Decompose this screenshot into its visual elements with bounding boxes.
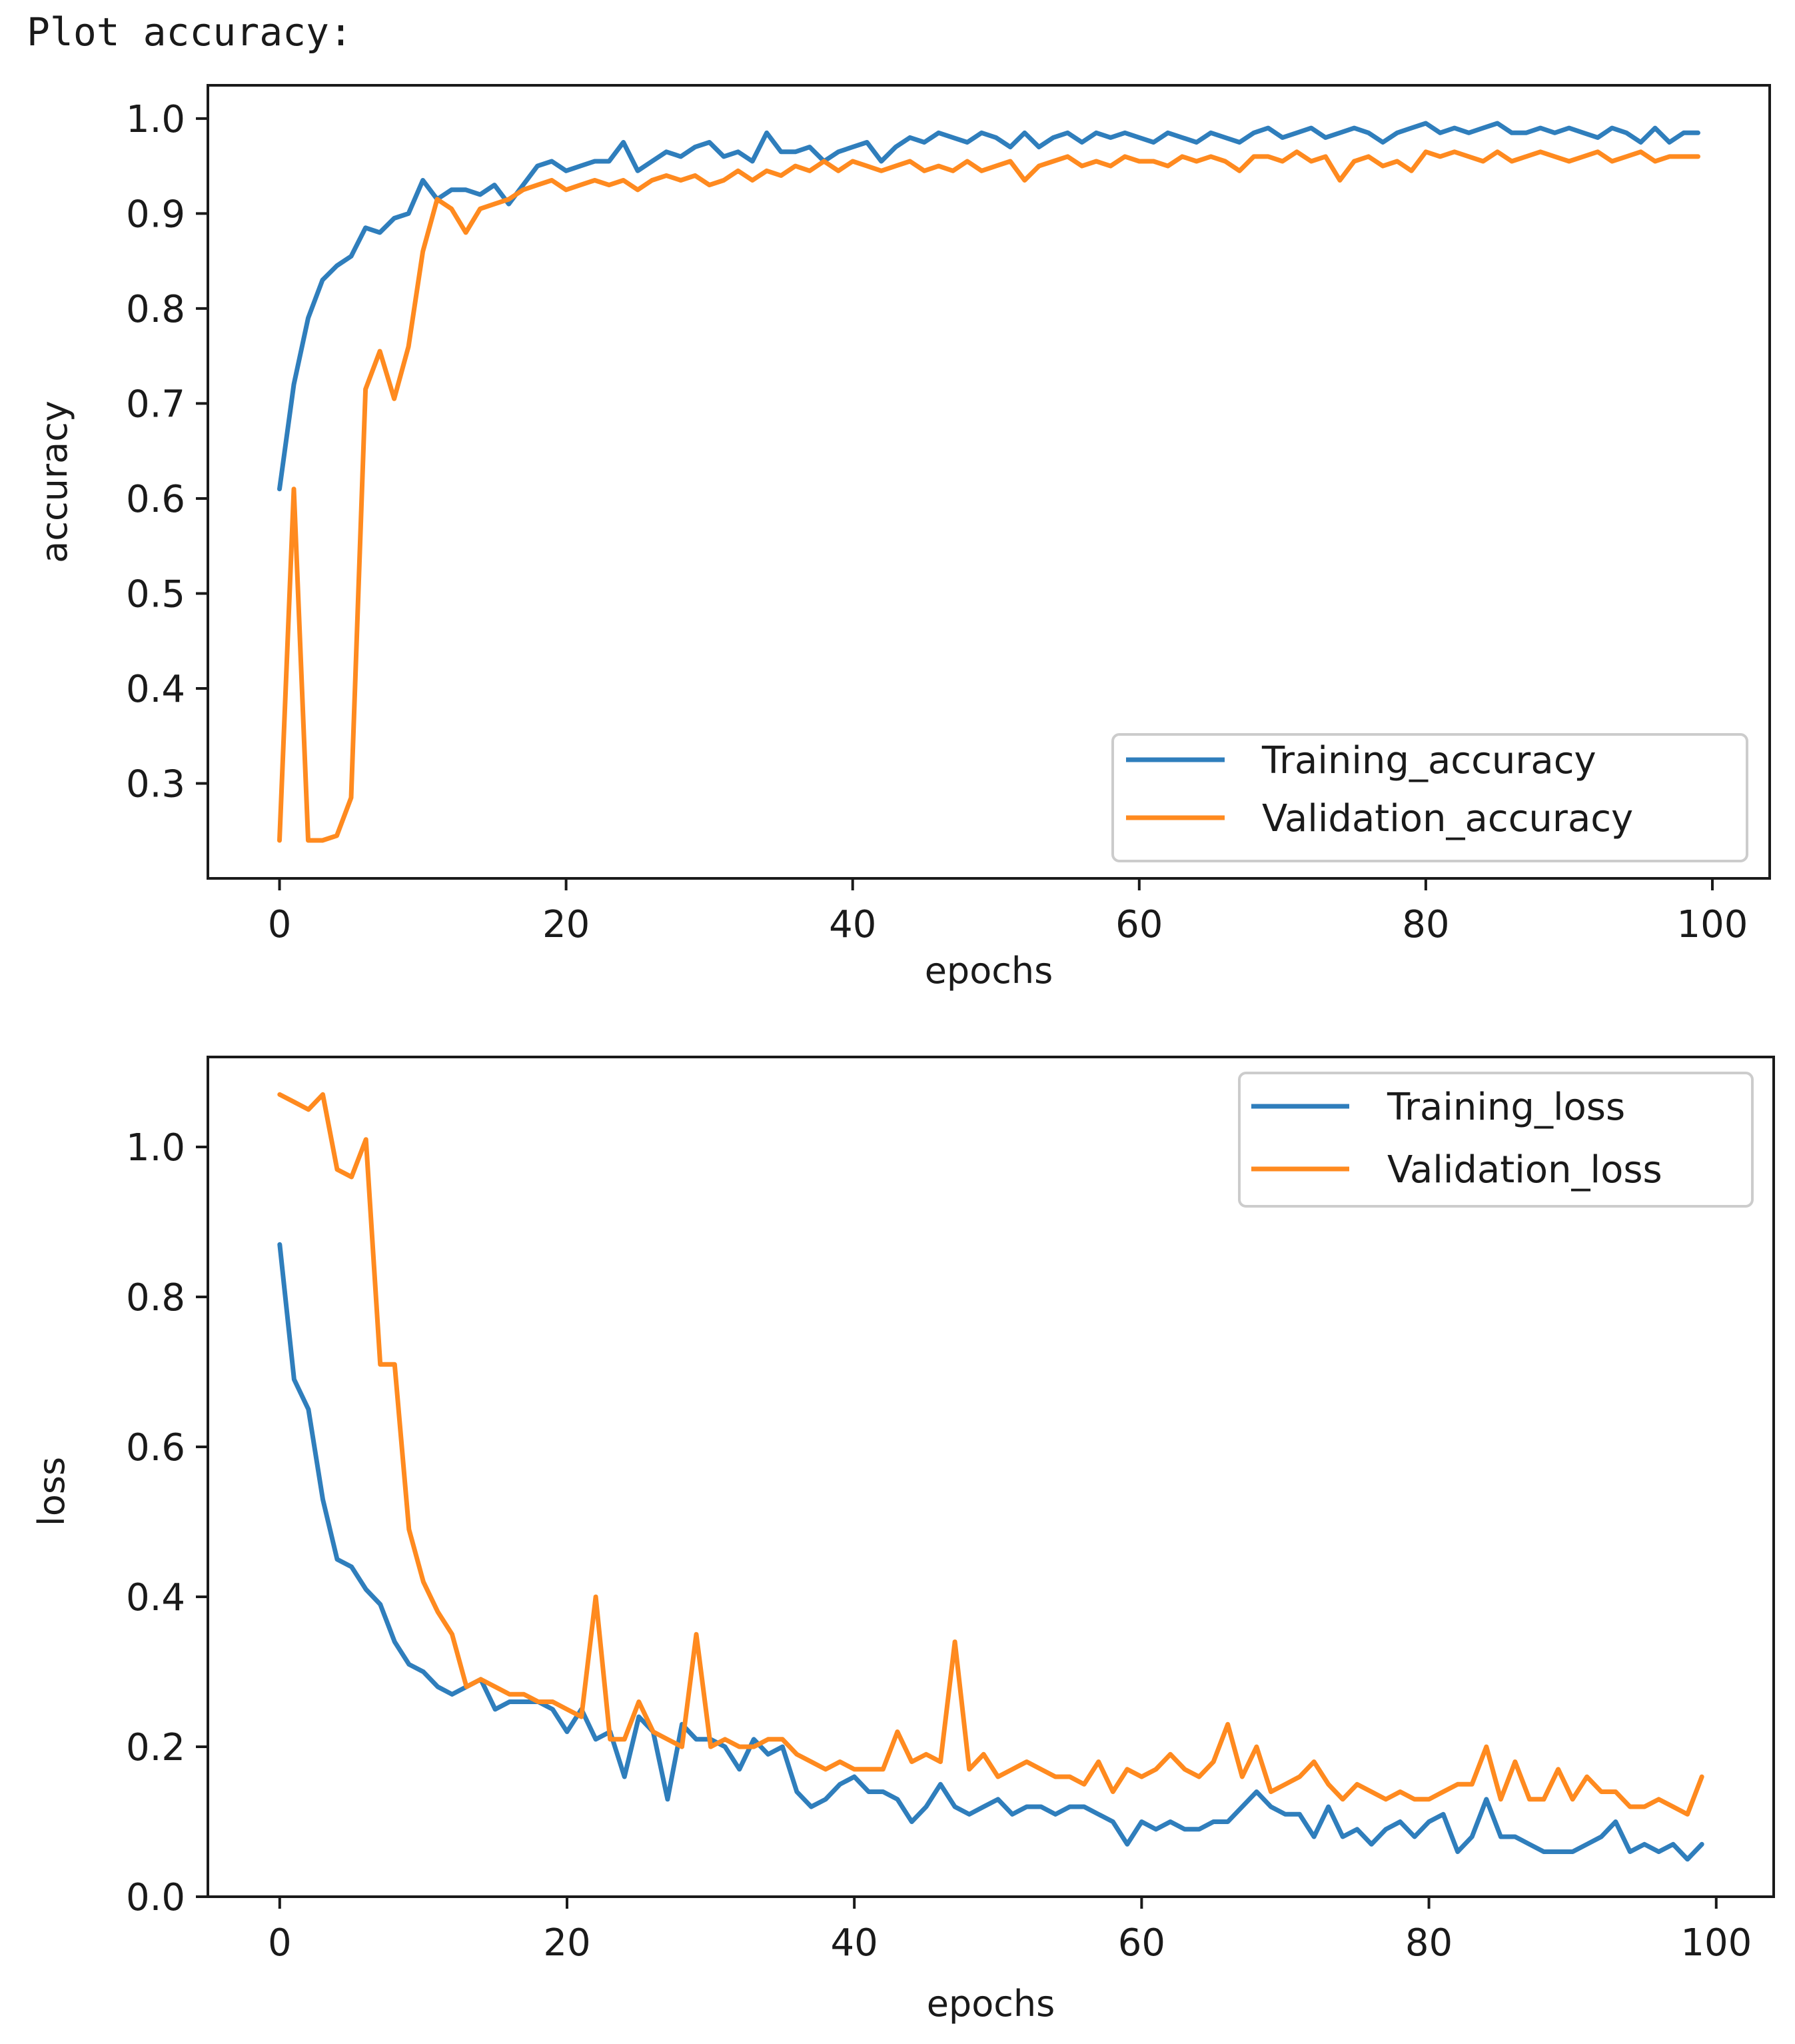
- accuracy-xtick-label: 60: [1115, 903, 1163, 946]
- accuracy-xtick-label: 20: [542, 903, 590, 946]
- accuracy-legend: Training_accuracy Validation_accuracy: [1111, 733, 1748, 862]
- accuracy-xtick-label: 40: [829, 903, 876, 946]
- loss-ytick-label: 0.0: [126, 1876, 185, 1919]
- accuracy-xtick-label: 80: [1402, 903, 1449, 946]
- accuracy-ytick-label: 0.4: [126, 668, 185, 711]
- accuracy-ytick-label: 0.3: [126, 762, 185, 806]
- loss-legend: Training_loss Validation_loss: [1238, 1072, 1754, 1208]
- loss-xtick-label: 100: [1680, 1921, 1752, 1965]
- loss-xtick-label: 20: [543, 1921, 590, 1965]
- loss-xlabel: epochs: [927, 1983, 1055, 2025]
- loss-chart-svg: 0.0 0.2 0.4 0.6 0.8 1.0 0 20 40 60 80 100 epochs l…: [31, 1056, 1775, 2025]
- loss-chart: 0.0 0.2 0.4 0.6 0.8 1.0 0 20 40 60 80 100 epochs l…: [0, 1026, 1795, 2041]
- legend-label-training-loss: Training_loss: [1387, 1086, 1625, 1129]
- loss-legend-box: [1238, 1072, 1754, 1208]
- legend-label-validation-accuracy: Validation_accuracy: [1262, 797, 1633, 840]
- loss-xtick-label: 0: [268, 1921, 292, 1965]
- accuracy-ytick-label: 0.5: [126, 572, 185, 616]
- loss-xtick-label: 40: [831, 1921, 878, 1965]
- loss-ytick-label: 0.6: [126, 1426, 185, 1470]
- accuracy-lines: [277, 121, 1700, 843]
- accuracy-chart-svg: 0.3 0.4 0.5 0.6 0.7 0.8 0.9 1.0 0 20 40 60 80 100 ep…: [33, 84, 1771, 992]
- accuracy-ytick-label: 0.7: [126, 383, 185, 426]
- loss-ytick-label: 0.2: [126, 1726, 185, 1769]
- loss-series-validation-line: [277, 1092, 1704, 1817]
- accuracy-xtick-label: 100: [1677, 903, 1748, 946]
- loss-series-training-line: [277, 1242, 1704, 1862]
- accuracy-chart: 0.3 0.4 0.5 0.6 0.7 0.8 0.9 1.0 0 20 40 60 80 100 ep…: [0, 60, 1795, 1006]
- loss-ylabel: loss: [31, 1457, 73, 1526]
- accuracy-legend-box: [1111, 733, 1748, 862]
- plot-heading: Plot accuracy:: [27, 9, 352, 55]
- accuracy-ylabel: accuracy: [33, 401, 75, 563]
- loss-x-axis: 0 20 40 60 80 100: [268, 1897, 1752, 1965]
- loss-xtick-label: 60: [1118, 1921, 1165, 1965]
- accuracy-y-axis: 0.3 0.4 0.5 0.6 0.7 0.8 0.9 1.0: [126, 98, 208, 806]
- accuracy-ytick-label: 0.9: [126, 193, 185, 236]
- accuracy-xtick-label: 0: [268, 903, 292, 946]
- legend-label-validation-loss: Validation_loss: [1387, 1148, 1662, 1192]
- accuracy-x-axis: 0 20 40 60 80 100: [268, 878, 1748, 946]
- accuracy-ytick-label: 0.8: [126, 288, 185, 331]
- loss-xtick-label: 80: [1405, 1921, 1453, 1965]
- loss-lines: [277, 1092, 1704, 1862]
- accuracy-ytick-label: 0.6: [126, 478, 185, 521]
- loss-y-axis: 0.0 0.2 0.4 0.6 0.8 1.0: [126, 1126, 208, 1919]
- loss-ytick-label: 0.8: [126, 1276, 185, 1320]
- accuracy-series-validation-line: [277, 149, 1700, 843]
- legend-label-training-accuracy: Training_accuracy: [1261, 739, 1596, 782]
- accuracy-ytick-label: 1.0: [126, 98, 185, 141]
- accuracy-xlabel: epochs: [925, 950, 1053, 992]
- loss-ytick-label: 1.0: [126, 1126, 185, 1170]
- loss-ytick-label: 0.4: [126, 1576, 185, 1619]
